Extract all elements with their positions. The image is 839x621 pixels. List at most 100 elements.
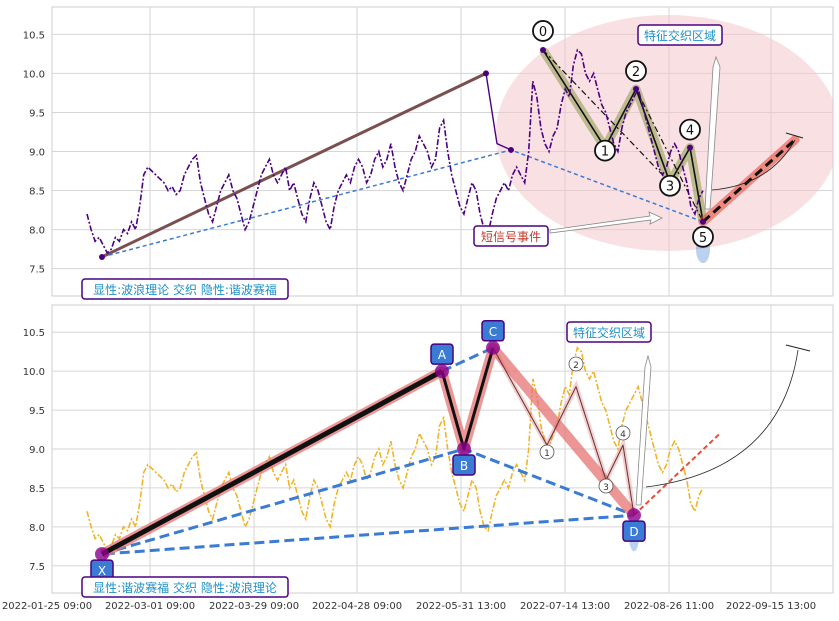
bottom-plot-area: 1 2 3 4 X A B C D [86, 320, 811, 581]
wave-point-label: 1 [601, 145, 609, 160]
bottom-zone-label: 特征交织区域 [566, 321, 652, 343]
bottom-caption: 显性:谐波赛福 交织 隐性:波浪理论 [81, 576, 289, 598]
wave-number-label: 1 [544, 449, 550, 459]
wave-point-label: 2 [632, 65, 640, 80]
x-tick-label: 2022-07-14 13:00 [520, 601, 610, 612]
wave-point-label: 3 [666, 180, 674, 195]
wave-point-circle [692, 225, 714, 248]
wave-point-marker: 2 [625, 60, 647, 93]
wave-overlay-line [492, 347, 635, 516]
y-tick-label: 9.5 [29, 108, 45, 119]
x-tick-labels: 2022-01-25 09:00 2022-03-01 09:00 2022-03-… [2, 601, 816, 612]
top-plot-area: 0 1 2 3 4 5 [86, 15, 833, 264]
pivot-point [99, 253, 105, 260]
projection-line [702, 138, 796, 223]
wave-point-circle [532, 20, 554, 42]
harmonic-point-marker: D [622, 508, 646, 542]
wave-channel-line [542, 49, 671, 184]
y-tick-label: 9.5 [29, 406, 45, 417]
harmonic-point-marker: A [430, 343, 454, 379]
harmonic-point-label: B [460, 459, 468, 473]
overlap-zone-ellipse [496, 15, 833, 251]
wave-point-dot [540, 46, 546, 53]
harmonic-point-badge [430, 343, 454, 365]
price-series-line [86, 346, 704, 552]
projection-line [633, 432, 721, 516]
short-signal-label-text: 短信号事件 [481, 230, 541, 244]
wave-point-label: 4 [686, 124, 694, 139]
price-series-line [485, 73, 512, 151]
harmonic-point-dot [486, 340, 500, 355]
harmonic-point-badge [481, 320, 505, 342]
pivot-point [483, 70, 489, 77]
wave-point-circle [659, 174, 681, 197]
wave-channel-line [635, 88, 704, 223]
wave-point-dot [700, 218, 706, 225]
wave-number-circle [598, 478, 614, 494]
x-tick-label: 2022-05-31 13:00 [416, 601, 506, 612]
projection-cap [785, 132, 804, 139]
wave-number-marker: 1 [539, 444, 555, 460]
y-tick-label: 10.5 [23, 30, 45, 41]
harmonic-point-marker: B [452, 442, 476, 476]
wave-point-marker: 3 [659, 174, 681, 197]
harmonic-xa-leg [100, 368, 444, 557]
projection-arc [711, 139, 796, 191]
wave-number-circle [568, 356, 584, 372]
harmonic-triangle [101, 447, 635, 556]
wave-point-marker: 4 [679, 118, 701, 151]
y-tick-label: 7.5 [29, 265, 45, 276]
wave-point-marker: 0 [532, 20, 554, 53]
wave-point-marker: 5 [692, 218, 714, 248]
wave-point-circle [625, 60, 647, 82]
x-tick-label: 2022-01-25 09:00 [2, 601, 92, 612]
y-tick-label: 9.0 [29, 148, 45, 159]
brown-trend-line [101, 72, 487, 259]
y-tick-label: 7.5 [29, 562, 45, 573]
harmonic-point-badge [452, 454, 476, 476]
y-tick-label: 8.5 [29, 187, 45, 198]
x-tick-label: 2022-03-29 09:00 [209, 601, 299, 612]
x-tick-label: 2022-09-15 13:00 [726, 601, 816, 612]
price-series-line [86, 48, 704, 255]
short-signal-label: 短信号事件 [473, 225, 549, 247]
wave-number-marker: 4 [615, 425, 631, 441]
wave-point-marker: 1 [594, 139, 616, 162]
bottom-zone-label-text: 特征交织区域 [573, 325, 645, 340]
y-tick-label: 8.0 [29, 523, 45, 534]
y-tick-label: 10.0 [23, 367, 45, 378]
bottom-grid [52, 305, 833, 593]
zone-pointer-arrow [704, 55, 721, 210]
projection-arc [645, 349, 799, 488]
x-tick-label: 2022-03-01 09:00 [105, 601, 195, 612]
y-tick-label: 9.0 [29, 445, 45, 456]
wave-point-circle [594, 139, 616, 162]
x-tick-label: 2022-08-26 11:00 [624, 601, 714, 612]
y-tick-label: 8.0 [29, 226, 45, 237]
wave-number-circle [615, 425, 631, 441]
harmonic-point-label: X [98, 564, 106, 578]
harmonic-point-dot [95, 547, 109, 562]
bottom-caption-text: 显性:谐波赛福 交织 隐性:波浪理论 [93, 580, 277, 595]
x-tick-label: 2022-04-28 09:00 [312, 601, 402, 612]
bottom-y-ticks: 7.5 8.0 8.5 9.0 9.5 10.0 10.5 [23, 328, 45, 573]
wave-number-label: 3 [603, 483, 609, 493]
wave-point-label: 0 [539, 25, 547, 40]
wave-point-label: 5 [699, 231, 707, 246]
top-zone-label-text: 特征交织区域 [644, 28, 716, 43]
harmonic-point-marker: X [90, 547, 114, 581]
harmonic-point-badge [622, 520, 646, 542]
harmonic-point-label: D [629, 525, 638, 539]
wave-number-marker: 2 [568, 356, 584, 372]
wave-number-circle [539, 444, 555, 460]
wave-point-circle [679, 118, 701, 141]
harmonic-point-dot [435, 364, 449, 379]
wave-number-marker: 3 [598, 478, 614, 494]
top-caption: 显性:波浪理论 交织 隐性:谐波赛福 [81, 278, 289, 300]
pivot-point [508, 146, 514, 153]
harmonic-point-label: C [489, 325, 497, 339]
top-y-ticks: 7.5 8.0 8.5 9.0 9.5 10.0 10.5 [23, 30, 45, 275]
y-tick-label: 8.5 [29, 484, 45, 495]
y-tick-label: 10.5 [23, 328, 45, 339]
